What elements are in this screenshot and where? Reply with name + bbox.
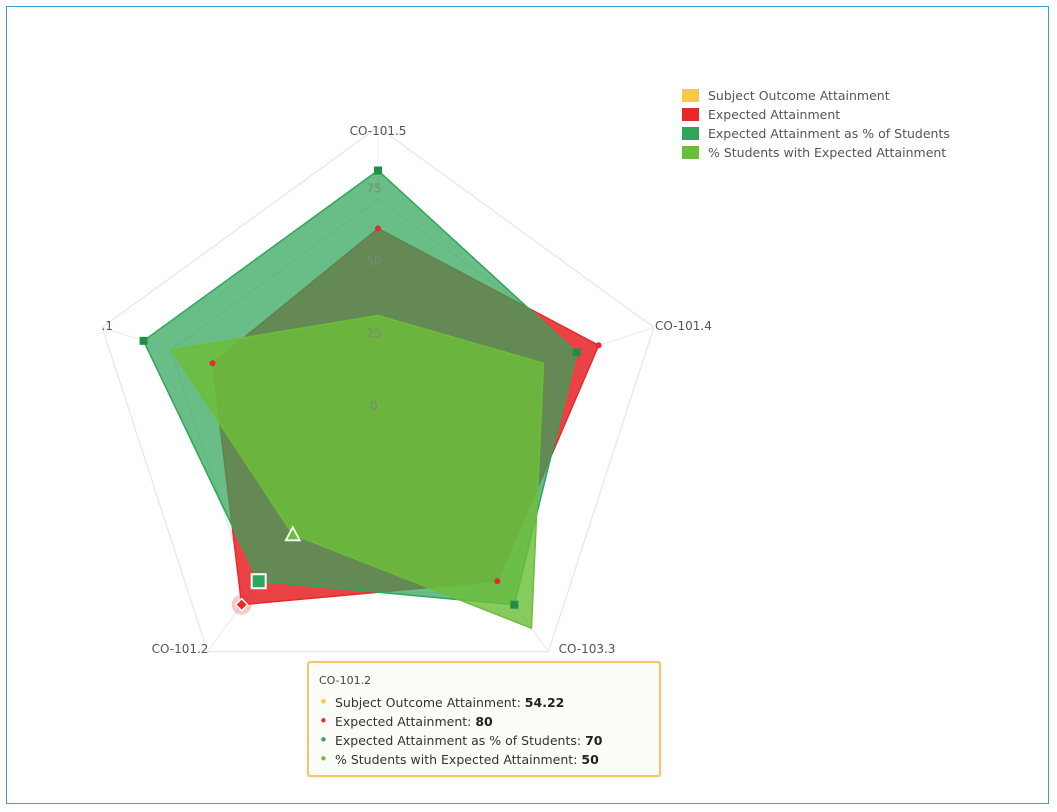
category-label: CO-103.3: [559, 642, 616, 656]
category-label: CO-101.4: [655, 319, 712, 333]
series-area-3[interactable]: [169, 314, 545, 630]
legend-swatch[interactable]: [682, 89, 699, 102]
series-marker-circle[interactable]: [595, 342, 602, 349]
tooltip-row-value: 54.22: [524, 695, 565, 710]
legend-swatch[interactable]: [682, 146, 699, 159]
radial-tick-label: 75: [366, 182, 381, 196]
tooltip-title: CO-101.2: [319, 674, 372, 687]
tooltip-row-label: Expected Attainment as % of Students:: [334, 733, 582, 748]
series-marker-square[interactable]: [250, 573, 267, 590]
series-marker-circle[interactable]: [494, 578, 501, 585]
series-marker-diamond[interactable]: [234, 597, 249, 612]
series-marker-circle[interactable]: [375, 225, 381, 232]
tooltip-row: • Expected Attainment as % of Students: …: [319, 731, 649, 750]
tooltip-row: • Subject Outcome Attainment: 54.22: [319, 693, 649, 712]
series-marker-square[interactable]: [374, 166, 382, 175]
tooltip-row-label: Expected Attainment:: [334, 714, 472, 729]
series-marker-square[interactable]: [139, 336, 148, 345]
tooltip-row-label: Subject Outcome Attainment:: [334, 695, 521, 710]
grid-ring: [101, 126, 655, 653]
series-dot-icon: •: [319, 750, 328, 768]
legend-swatch[interactable]: [682, 127, 699, 140]
series-dot-icon: •: [319, 731, 328, 749]
series-dot-icon: •: [319, 712, 328, 730]
series-marker-circle[interactable]: [209, 360, 216, 367]
radial-tick-label: 50: [366, 254, 381, 268]
legend-label[interactable]: Expected Attainment: [708, 107, 840, 122]
category-label: CO-101.5: [350, 124, 407, 138]
tooltip-row-value: 70: [585, 733, 603, 748]
tooltip-row: • % Students with Expected Attainment: 5…: [319, 750, 649, 769]
series-dot-icon: •: [319, 693, 328, 711]
legend-label[interactable]: Subject Outcome Attainment: [708, 88, 890, 103]
legend-label[interactable]: Expected Attainment as % of Students: [708, 126, 950, 141]
tooltip-row-value: 80: [475, 714, 493, 729]
data-tooltip: CO-101.2 • Subject Outcome Attainment: 5…: [307, 661, 661, 777]
category-label: CO-101.2: [152, 642, 209, 656]
radial-tick-label: 0: [370, 399, 378, 413]
tooltip-row: • Expected Attainment: 80: [319, 712, 649, 731]
tooltip-row-label: % Students with Expected Attainment:: [334, 752, 578, 767]
legend-swatch[interactable]: [682, 108, 699, 121]
legend-label[interactable]: % Students with Expected Attainment: [708, 145, 946, 160]
series-marker-square[interactable]: [572, 348, 581, 357]
tooltip-row-value: 50: [581, 752, 599, 767]
series-marker-square[interactable]: [510, 600, 519, 609]
category-label: .1: [102, 319, 113, 333]
series-marker-triangle[interactable]: [284, 525, 302, 542]
radial-tick-label: 25: [366, 327, 381, 341]
